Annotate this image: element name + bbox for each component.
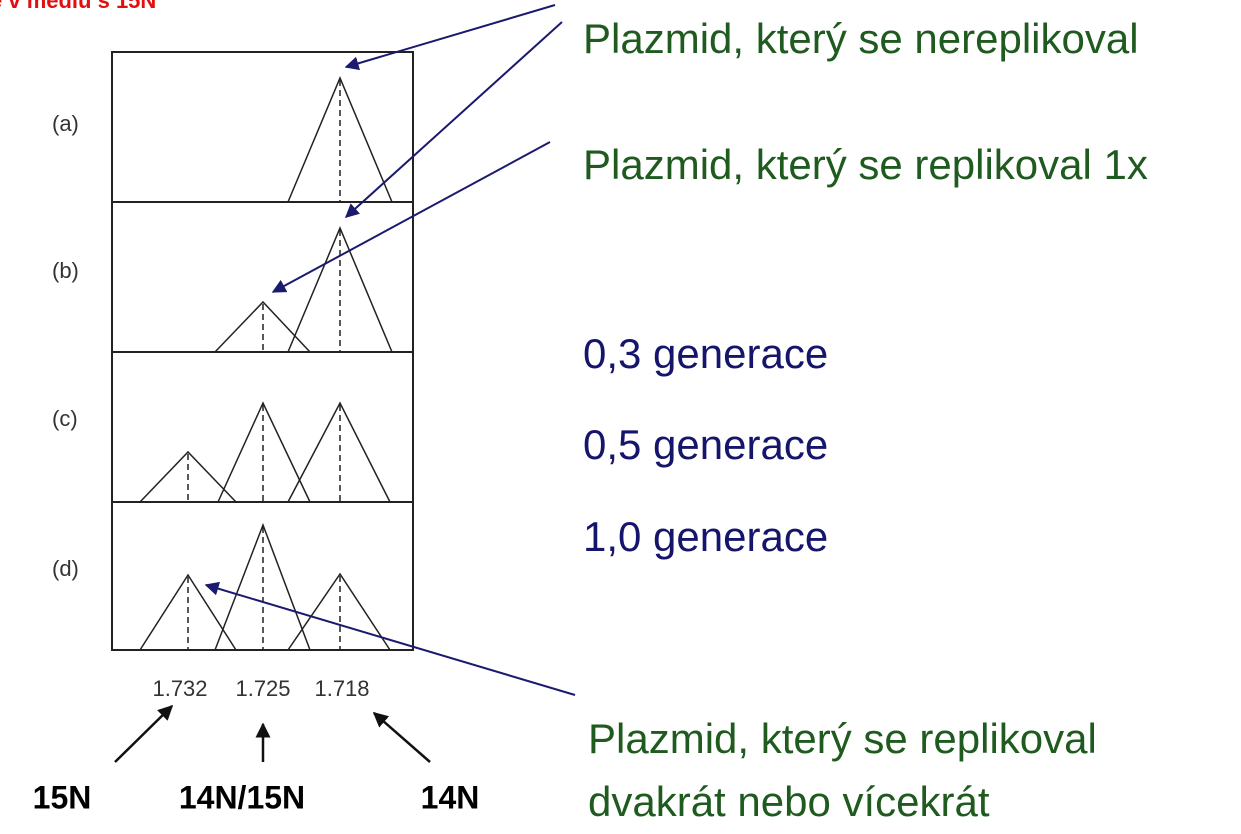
generation-label: 0,3 generace bbox=[583, 330, 828, 377]
arrow bbox=[114, 704, 174, 763]
isotope-label: 15N bbox=[33, 779, 92, 815]
density-label: 1.718 bbox=[314, 676, 369, 701]
panel-label: (d) bbox=[52, 556, 79, 581]
arrow bbox=[204, 581, 576, 696]
arrow bbox=[344, 4, 556, 71]
annotation: Plazmid, který se nereplikoval bbox=[583, 15, 1139, 62]
title: e v médiu s 15N bbox=[0, 0, 156, 13]
isotope-label: 14N bbox=[421, 779, 480, 815]
annotation: dvakrát nebo vícekrát bbox=[588, 778, 990, 825]
arrow bbox=[372, 712, 431, 763]
isotope-label: 14N/15N bbox=[179, 779, 305, 815]
generation-label: 1,0 generace bbox=[583, 513, 828, 560]
arrow bbox=[271, 141, 551, 293]
density-label: 1.732 bbox=[152, 676, 207, 701]
panel-label: (c) bbox=[52, 406, 78, 431]
annotation: Plazmid, který se replikoval 1x bbox=[583, 141, 1148, 188]
panel-label: (b) bbox=[52, 258, 79, 283]
generation-label: 0,5 generace bbox=[583, 421, 828, 468]
density-label: 1.725 bbox=[235, 676, 290, 701]
panel-label: (a) bbox=[52, 111, 79, 136]
gradient-box bbox=[111, 51, 414, 651]
arrow bbox=[344, 21, 563, 218]
annotation: Plazmid, který se replikoval bbox=[588, 715, 1097, 762]
